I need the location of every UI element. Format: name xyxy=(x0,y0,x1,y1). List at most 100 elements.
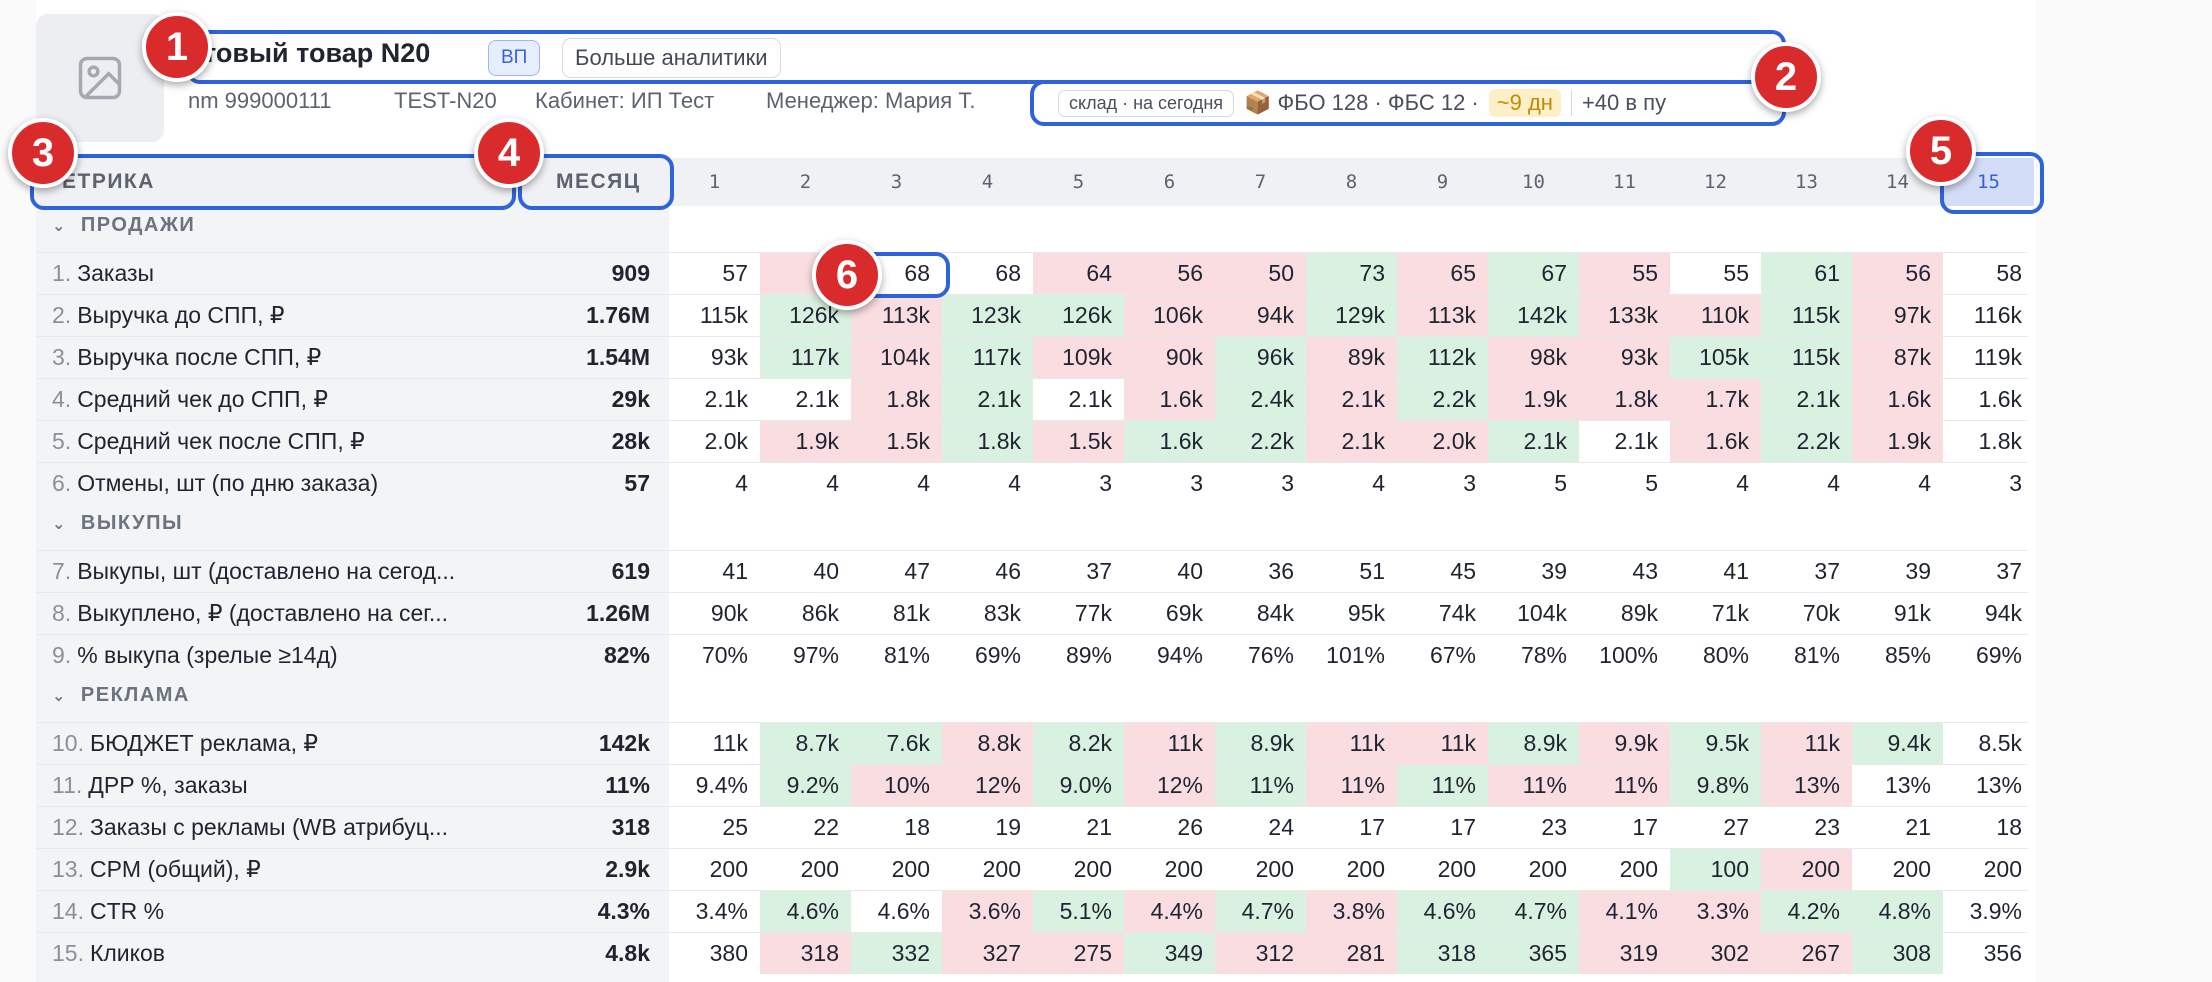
day-value-cell[interactable]: 24 xyxy=(1268,814,1294,840)
day-value-cell[interactable]: 302 xyxy=(1670,933,1761,974)
day-value-cell[interactable]: 40 xyxy=(1177,558,1203,584)
day-value-cell[interactable]: 81% xyxy=(1793,642,1840,668)
day-value-cell[interactable]: 1.9k xyxy=(760,421,851,462)
day-value-cell[interactable]: 61 xyxy=(1761,253,1852,294)
day-value-cell[interactable]: 1.8k xyxy=(1579,379,1670,420)
day-value-cell[interactable]: 67 xyxy=(1488,253,1579,294)
metric-label[interactable]: 5. Средний чек после СПП, ₽ xyxy=(52,428,512,455)
day-value-cell[interactable]: 2.1k xyxy=(942,379,1033,420)
day-value-cell[interactable]: 4 xyxy=(826,470,839,496)
day-value-cell[interactable]: 200 xyxy=(1761,849,1852,890)
day-value-cell[interactable]: 69% xyxy=(1975,642,2022,668)
day-value-cell[interactable]: 5 xyxy=(1554,470,1567,496)
metric-label[interactable]: 4. Средний чек до СПП, ₽ xyxy=(52,386,512,413)
day-value-cell[interactable]: 1.6k xyxy=(1124,379,1215,420)
day-value-cell[interactable]: 55 xyxy=(1723,260,1749,286)
day-value-cell[interactable]: 110k xyxy=(1670,295,1761,336)
day-value-cell[interactable]: 4.6% xyxy=(877,898,930,924)
day-value-cell[interactable]: 126k xyxy=(1033,295,1124,336)
day-value-cell[interactable]: 3 xyxy=(1281,470,1294,496)
day-value-cell[interactable]: 76% xyxy=(1247,642,1294,668)
day-value-cell[interactable]: 1.7k xyxy=(1670,379,1761,420)
more-analytics-button[interactable]: Больше аналитики xyxy=(562,38,781,78)
day-value-cell[interactable]: 17 xyxy=(1359,814,1385,840)
day-value-cell[interactable]: 275 xyxy=(1033,933,1124,974)
day-value-cell[interactable]: 2.1k xyxy=(1068,386,1112,412)
day-value-cell[interactable]: 81k xyxy=(892,600,930,626)
day-value-cell[interactable]: 2.1k xyxy=(1614,428,1658,454)
day-value-cell[interactable]: 308 xyxy=(1852,933,1943,974)
day-value-cell[interactable]: 45 xyxy=(1450,558,1476,584)
day-value-cell[interactable]: 115k xyxy=(1761,337,1852,378)
day-value-cell[interactable]: 11% xyxy=(1306,765,1397,806)
day-header-4[interactable]: 4 xyxy=(981,171,994,193)
day-value-cell[interactable]: 3.4% xyxy=(695,898,748,924)
day-value-cell[interactable]: 18 xyxy=(904,814,930,840)
day-value-cell[interactable]: 93k xyxy=(710,344,748,370)
day-value-cell[interactable]: 113k xyxy=(1397,295,1488,336)
day-value-cell[interactable]: 9.2% xyxy=(760,765,851,806)
day-value-cell[interactable]: 90k xyxy=(710,600,748,626)
day-value-cell[interactable]: 11k xyxy=(712,730,748,756)
day-header-1[interactable]: 1 xyxy=(708,171,721,193)
day-value-cell[interactable]: 3.8% xyxy=(1306,891,1397,932)
day-value-cell[interactable]: 39 xyxy=(1541,558,1567,584)
day-value-cell[interactable]: 200 xyxy=(1892,856,1931,882)
vp-badge[interactable]: ВП xyxy=(488,40,541,76)
day-value-cell[interactable]: 96k xyxy=(1215,337,1306,378)
day-value-cell[interactable]: 1.8k xyxy=(851,379,942,420)
day-value-cell[interactable]: 117k xyxy=(760,337,851,378)
day-value-cell[interactable]: 200 xyxy=(1255,856,1294,882)
metric-label[interactable]: 15. Кликов xyxy=(52,940,512,967)
day-header-12[interactable]: 12 xyxy=(1704,171,1727,193)
day-header-2[interactable]: 2 xyxy=(799,171,812,193)
day-value-cell[interactable]: 3.6% xyxy=(942,891,1033,932)
day-value-cell[interactable]: 4.6% xyxy=(1397,891,1488,932)
day-header-11[interactable]: 11 xyxy=(1613,171,1636,193)
day-value-cell[interactable]: 37 xyxy=(1996,558,2022,584)
day-value-cell[interactable]: 8.2k xyxy=(1033,723,1124,764)
day-value-cell[interactable]: 12% xyxy=(942,765,1033,806)
day-value-cell[interactable]: 11k xyxy=(1306,723,1397,764)
day-value-cell[interactable]: 2.0k xyxy=(1397,421,1488,462)
day-value-cell[interactable]: 101% xyxy=(1326,642,1385,668)
day-value-cell[interactable]: 9.9k xyxy=(1579,723,1670,764)
day-value-cell[interactable]: 12% xyxy=(1124,765,1215,806)
day-value-cell[interactable]: 327 xyxy=(942,933,1033,974)
day-value-cell[interactable]: 93k xyxy=(1579,337,1670,378)
day-value-cell[interactable]: 37 xyxy=(1814,558,1840,584)
day-value-cell[interactable]: 200 xyxy=(1164,856,1203,882)
day-value-cell[interactable]: 94% xyxy=(1156,642,1203,668)
day-value-cell[interactable]: 100 xyxy=(1670,849,1761,890)
day-value-cell[interactable]: 365 xyxy=(1488,933,1579,974)
day-value-cell[interactable]: 86k xyxy=(801,600,839,626)
day-header-7[interactable]: 7 xyxy=(1254,171,1267,193)
day-value-cell[interactable]: 68 xyxy=(995,260,1021,286)
day-value-cell[interactable]: 74k xyxy=(1438,600,1476,626)
day-value-cell[interactable]: 200 xyxy=(800,856,839,882)
day-value-cell[interactable]: 25 xyxy=(722,814,748,840)
day-value-cell[interactable]: 332 xyxy=(851,933,942,974)
day-value-cell[interactable]: 100% xyxy=(1599,642,1658,668)
day-value-cell[interactable]: 17 xyxy=(1632,814,1658,840)
day-value-cell[interactable]: 77k xyxy=(1074,600,1112,626)
stock-summary[interactable]: склад · на сегодня 📦 ФБО 128 · ФБС 12 · … xyxy=(1058,86,1778,120)
day-value-cell[interactable]: 4.7% xyxy=(1488,891,1579,932)
day-value-cell[interactable]: 109k xyxy=(1033,337,1124,378)
day-value-cell[interactable]: 64 xyxy=(1033,253,1124,294)
chevron-down-icon[interactable]: ⌄ xyxy=(52,516,67,533)
day-value-cell[interactable]: 19 xyxy=(995,814,1021,840)
day-value-cell[interactable]: 55 xyxy=(1579,253,1670,294)
day-value-cell[interactable]: 5.1% xyxy=(1033,891,1124,932)
day-value-cell[interactable]: 4 xyxy=(1008,470,1021,496)
day-header-10[interactable]: 10 xyxy=(1522,171,1545,193)
day-value-cell[interactable]: 9.4k xyxy=(1852,723,1943,764)
day-value-cell[interactable]: 23 xyxy=(1541,814,1567,840)
day-value-cell[interactable]: 200 xyxy=(1437,856,1476,882)
day-header-3[interactable]: 3 xyxy=(890,171,903,193)
day-value-cell[interactable]: 91k xyxy=(1893,600,1931,626)
day-value-cell[interactable]: 11k xyxy=(1397,723,1488,764)
day-value-cell[interactable]: 40 xyxy=(813,558,839,584)
day-value-cell[interactable]: 117k xyxy=(942,337,1033,378)
day-value-cell[interactable]: 4 xyxy=(1372,470,1385,496)
